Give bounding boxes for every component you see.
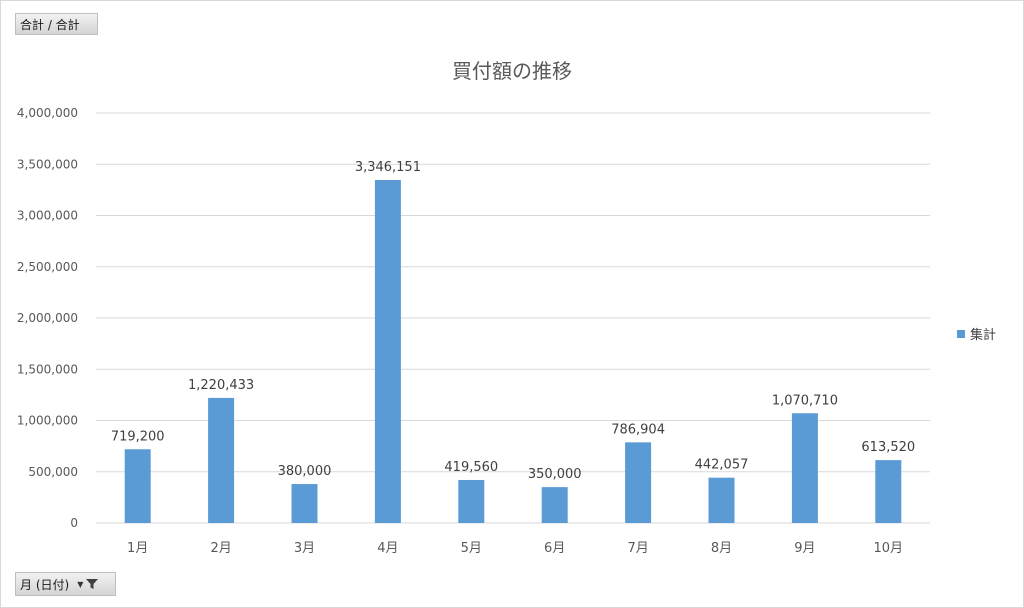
bar[interactable] bbox=[708, 477, 735, 523]
y-tick-label: 1,000,000 bbox=[17, 414, 78, 428]
data-label: 3,346,151 bbox=[355, 160, 421, 175]
bar[interactable] bbox=[458, 479, 485, 523]
bars bbox=[124, 180, 902, 523]
chevron-down-icon[interactable]: ▼ bbox=[77, 579, 84, 589]
axis-field-button[interactable]: 月 (日付) ▼ bbox=[15, 572, 116, 596]
data-label: 786,904 bbox=[611, 422, 665, 437]
bar[interactable] bbox=[124, 449, 151, 523]
y-tick-label: 3,500,000 bbox=[17, 157, 78, 171]
data-label: 350,000 bbox=[528, 467, 582, 482]
x-tick-label: 9月 bbox=[794, 541, 815, 556]
bar[interactable] bbox=[875, 460, 902, 523]
x-tick-label: 5月 bbox=[461, 541, 482, 556]
values-field-label: 合計 / 合計 bbox=[20, 17, 80, 32]
y-tick-label: 2,000,000 bbox=[17, 311, 78, 325]
data-label: 613,520 bbox=[861, 440, 915, 455]
funnel-icon[interactable] bbox=[85, 577, 99, 591]
x-tick-label: 6月 bbox=[544, 541, 565, 556]
values-field-button[interactable]: 合計 / 合計 bbox=[15, 13, 98, 35]
y-tick-label: 500,000 bbox=[28, 465, 78, 479]
legend-label: 集計 bbox=[970, 328, 997, 343]
chart-title: 買付額の推移 bbox=[452, 59, 572, 83]
bar[interactable] bbox=[374, 180, 401, 523]
y-tick-label: 4,000,000 bbox=[17, 106, 78, 120]
x-tick-label: 8月 bbox=[711, 541, 732, 556]
data-label: 380,000 bbox=[278, 464, 332, 479]
bar[interactable] bbox=[291, 484, 318, 523]
data-label: 442,057 bbox=[695, 458, 749, 473]
y-tick-label: 3,000,000 bbox=[17, 209, 78, 223]
x-tick-label: 7月 bbox=[627, 541, 648, 556]
data-labels: 719,200 1,220,433 380,000 3,346,151 419,560 3… bbox=[111, 160, 915, 482]
data-label: 719,200 bbox=[111, 429, 165, 444]
legend: 集計 bbox=[957, 324, 996, 343]
x-tick-label: 3月 bbox=[294, 541, 315, 556]
bar[interactable] bbox=[791, 413, 818, 523]
x-tick-label: 1月 bbox=[127, 541, 148, 556]
y-tick-label: 0 bbox=[70, 516, 78, 530]
bar[interactable] bbox=[625, 442, 652, 523]
y-axis-labels: 0 500,000 1,000,000 1,500,000 2,000,000 2,500… bbox=[17, 106, 78, 530]
y-tick-label: 2,500,000 bbox=[17, 260, 78, 274]
bar[interactable] bbox=[208, 397, 235, 523]
legend-swatch bbox=[957, 329, 965, 338]
data-label: 1,070,710 bbox=[772, 393, 838, 408]
gridlines bbox=[96, 112, 930, 524]
data-label: 1,220,433 bbox=[188, 378, 254, 393]
axis-field-label: 月 (日付) bbox=[20, 577, 70, 592]
y-tick-label: 1,500,000 bbox=[17, 362, 78, 376]
data-label: 419,560 bbox=[444, 460, 498, 475]
bar[interactable] bbox=[541, 487, 568, 523]
x-axis-labels: 1月 2月 3月 4月 5月 6月 7月 8月 9月 10月 bbox=[127, 541, 903, 556]
x-tick-label: 10月 bbox=[874, 541, 904, 556]
x-tick-label: 2月 bbox=[210, 541, 231, 556]
x-tick-label: 4月 bbox=[377, 541, 398, 556]
